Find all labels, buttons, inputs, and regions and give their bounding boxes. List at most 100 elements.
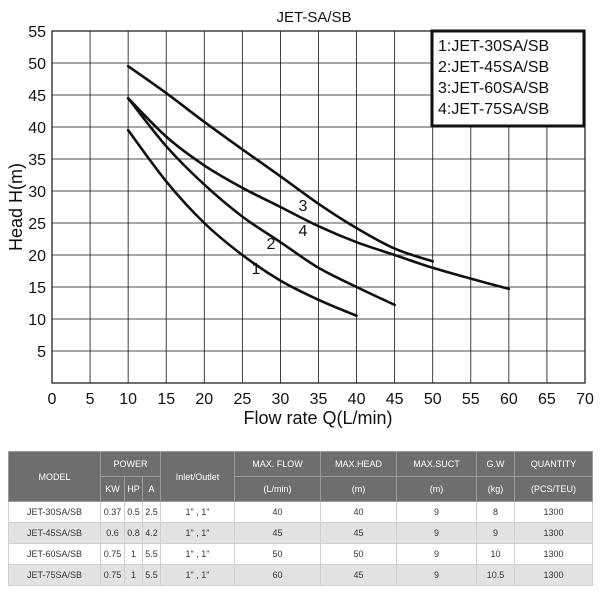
cell-model: JET-75SA/SB <box>8 564 101 586</box>
table-row: JET-75SA/SB 0.75 1 5.5 1" , 1" 60 45 9 1… <box>8 564 593 586</box>
cell-gw: 9 <box>476 522 515 544</box>
y-tick-label: 5 <box>37 344 46 361</box>
spec-table-container: MODEL POWER Inlet/Outlet MAX. FLOW MAX.H… <box>8 451 593 586</box>
cell-gw: 10 <box>476 543 515 565</box>
header-max-head: MAX.HEAD <box>320 451 397 477</box>
series-line-3 <box>126 64 435 263</box>
cell-quantity: 1300 <box>514 501 593 523</box>
cell-max-head: 45 <box>320 564 397 586</box>
chart-svg: 0 5 10 15 20 25 30 35 40 45 50 55 60 65 70 5 10 15 20 25 30 3… <box>6 9 594 428</box>
table-row: JET-45SA/SB 0.6 0.8 4.2 1" , 1" 45 45 9 … <box>8 522 593 544</box>
series-line-2 <box>126 96 396 307</box>
cell-max-flow: 45 <box>234 522 321 544</box>
header-model: MODEL <box>8 451 101 502</box>
cell-model: JET-60SA/SB <box>8 543 101 565</box>
legend-box <box>430 29 586 128</box>
cell-a: 5.5 <box>142 543 161 565</box>
cell-max-flow: 50 <box>234 543 321 565</box>
cell-hp: 0.8 <box>124 522 143 544</box>
legend-entry: 4:JET-75SA/SB <box>438 101 549 118</box>
y-tick-label: 10 <box>28 312 46 329</box>
x-tick-label: 15 <box>157 391 175 408</box>
x-tick-label: 0 <box>48 391 57 408</box>
y-tick-label: 55 <box>28 24 46 41</box>
header-gw-unit: (kg) <box>476 476 515 502</box>
performance-chart: 0 5 10 15 20 25 30 35 40 45 50 55 60 65 70 5 10 15 20 25 30 3… <box>6 9 594 428</box>
cell-max-suct: 9 <box>396 522 477 544</box>
x-tick-label: 50 <box>424 391 442 408</box>
header-kw: KW <box>100 476 125 502</box>
y-tick-label: 15 <box>28 280 46 297</box>
header-max-suct-unit: (m) <box>396 476 477 502</box>
cell-inlet-outlet: 1" , 1" <box>160 522 235 544</box>
header-hp: HP <box>124 476 143 502</box>
cell-kw: 0.75 <box>100 564 125 586</box>
header-inlet-outlet: Inlet/Outlet <box>160 451 235 502</box>
header-gw: G.W <box>476 451 515 477</box>
cell-model: JET-45SA/SB <box>8 522 101 544</box>
x-tick-label: 25 <box>233 391 251 408</box>
cell-a: 4.2 <box>142 522 161 544</box>
spec-header-row: MODEL POWER Inlet/Outlet MAX. FLOW MAX.H… <box>8 451 593 502</box>
cell-max-flow: 60 <box>234 564 321 586</box>
x-tick-label: 55 <box>462 391 480 408</box>
curve-label-4: 4 <box>299 223 308 240</box>
cell-max-head: 45 <box>320 522 397 544</box>
cell-max-suct: 9 <box>396 564 477 586</box>
spec-subheader-row: KW HP A (L/min) (m) (m) (kg) (PCS/TEU) <box>9 476 593 502</box>
x-tick-label: 70 <box>576 391 594 408</box>
cell-quantity: 1300 <box>514 564 593 586</box>
cell-inlet-outlet: 1" , 1" <box>160 501 235 523</box>
header-quantity-unit: (PCS/TEU) <box>514 476 593 502</box>
header-max-flow: MAX. FLOW <box>234 451 321 477</box>
cell-kw: 0.75 <box>100 543 125 565</box>
curve-label-1: 1 <box>252 261 261 278</box>
header-power: POWER <box>100 451 161 477</box>
x-tick-label: 20 <box>195 391 213 408</box>
table-row: JET-30SA/SB 0.37 0.5 2.5 1" , 1" 40 40 9… <box>8 501 593 523</box>
cell-max-flow: 40 <box>234 501 321 523</box>
y-tick-label: 35 <box>28 152 46 169</box>
series-line-1 <box>126 128 358 318</box>
legend-entry: 1:JET-30SA/SB <box>438 38 549 55</box>
header-max-head-unit: (m) <box>320 476 397 502</box>
header-max-flow-unit: (L/min) <box>234 476 321 502</box>
legend-entry: 2:JET-45SA/SB <box>438 59 549 76</box>
cell-quantity: 1300 <box>514 543 593 565</box>
cell-quantity: 1300 <box>514 522 593 544</box>
x-tick-label: 45 <box>386 391 404 408</box>
x-tick-label: 35 <box>310 391 328 408</box>
cell-max-head: 40 <box>320 501 397 523</box>
y-tick-label: 25 <box>28 216 46 233</box>
cell-gw: 10.5 <box>476 564 515 586</box>
cell-inlet-outlet: 1" , 1" <box>160 564 235 586</box>
y-tick-label: 40 <box>28 120 46 137</box>
x-tick-label: 10 <box>119 391 137 408</box>
y-tick-label: 30 <box>28 184 46 201</box>
y-axis-title: Head H(m) <box>6 163 26 251</box>
chart-title: JET-SA/SB <box>276 9 351 26</box>
cell-max-suct: 9 <box>396 543 477 565</box>
header-a: A <box>142 476 161 502</box>
header-quantity: QUANTITY <box>514 451 593 477</box>
curve-label-2: 2 <box>267 236 276 253</box>
cell-inlet-outlet: 1" , 1" <box>160 543 235 565</box>
cell-model: JET-30SA/SB <box>8 501 101 523</box>
spec-table: MODEL POWER Inlet/Outlet MAX. FLOW MAX.H… <box>8 451 593 586</box>
plot-frame <box>51 30 586 384</box>
curve-label-3: 3 <box>299 198 308 215</box>
cell-a: 2.5 <box>142 501 161 523</box>
cell-kw: 0.6 <box>100 522 125 544</box>
x-tick-label: 60 <box>500 391 518 408</box>
header-max-suct: MAX.SUCT <box>396 451 477 477</box>
cell-max-suct: 9 <box>396 501 477 523</box>
x-tick-label: 5 <box>86 391 95 408</box>
cell-hp: 0.5 <box>124 501 143 523</box>
cell-hp: 1 <box>124 564 143 586</box>
series-line-4 <box>126 96 511 291</box>
legend-entry: 3:JET-60SA/SB <box>438 80 549 97</box>
x-tick-label: 30 <box>272 391 290 408</box>
x-tick-label: 65 <box>538 391 556 408</box>
cell-max-head: 50 <box>320 543 397 565</box>
cell-hp: 1 <box>124 543 143 565</box>
